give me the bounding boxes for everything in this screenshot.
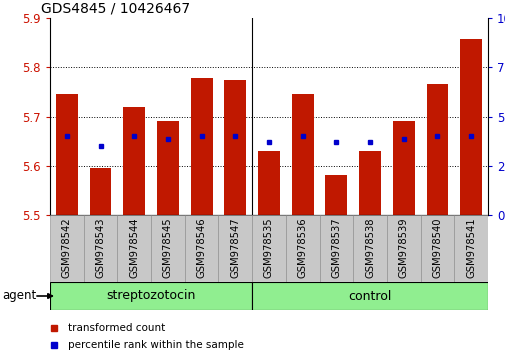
Text: streptozotocin: streptozotocin <box>106 290 195 303</box>
Bar <box>251 282 487 310</box>
Bar <box>56 94 78 215</box>
Bar <box>319 215 352 282</box>
Text: GSM978535: GSM978535 <box>264 217 274 278</box>
Text: GSM978539: GSM978539 <box>398 217 408 278</box>
Bar <box>50 215 83 282</box>
Text: GSM978540: GSM978540 <box>432 217 441 278</box>
Bar <box>392 121 414 215</box>
Bar <box>83 215 117 282</box>
Text: GSM978547: GSM978547 <box>230 217 240 278</box>
Text: GSM978537: GSM978537 <box>331 217 341 278</box>
Text: GDS4845 / 10426467: GDS4845 / 10426467 <box>41 1 190 16</box>
Bar <box>386 215 420 282</box>
Text: GSM978542: GSM978542 <box>62 217 72 278</box>
Bar <box>426 85 447 215</box>
Bar <box>420 215 453 282</box>
Bar <box>352 215 386 282</box>
Bar <box>291 94 313 215</box>
Bar <box>224 80 246 215</box>
Bar <box>285 215 319 282</box>
Bar <box>117 215 151 282</box>
Text: agent: agent <box>3 290 37 303</box>
Bar <box>258 151 279 215</box>
Text: GSM978544: GSM978544 <box>129 217 139 278</box>
Bar <box>453 215 487 282</box>
Bar <box>325 175 346 215</box>
Text: GSM978546: GSM978546 <box>196 217 206 278</box>
Text: GSM978543: GSM978543 <box>95 217 106 278</box>
Bar <box>50 282 251 310</box>
Bar <box>459 39 481 215</box>
Bar <box>151 215 184 282</box>
Bar <box>184 215 218 282</box>
Bar <box>251 215 285 282</box>
Text: GSM978536: GSM978536 <box>297 217 307 278</box>
Text: GSM978545: GSM978545 <box>163 217 173 278</box>
Bar <box>218 215 251 282</box>
Text: control: control <box>348 290 391 303</box>
Text: transformed count: transformed count <box>67 323 165 333</box>
Bar <box>89 168 111 215</box>
Bar <box>359 151 380 215</box>
Text: percentile rank within the sample: percentile rank within the sample <box>67 340 243 350</box>
Text: GSM978541: GSM978541 <box>465 217 475 278</box>
Text: GSM978538: GSM978538 <box>364 217 374 278</box>
Bar <box>190 78 212 215</box>
Bar <box>157 121 179 215</box>
Bar <box>123 107 145 215</box>
